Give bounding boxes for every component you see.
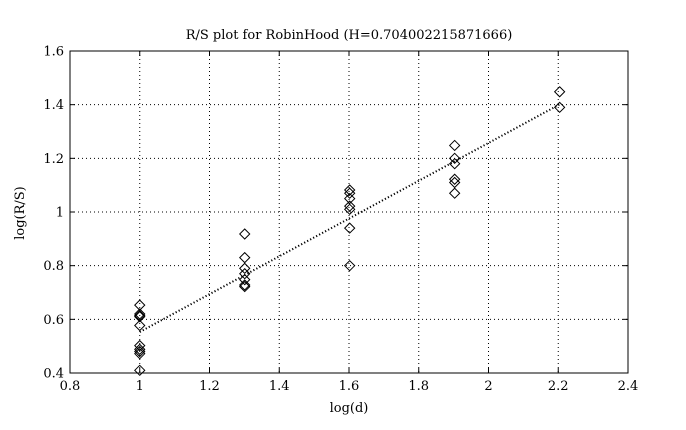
data-point-diamond xyxy=(448,173,461,185)
x-tick-label: 0.8 xyxy=(60,379,81,394)
data-point-diamond xyxy=(343,259,356,272)
data-point-diamond xyxy=(448,139,461,152)
data-point-diamond xyxy=(448,157,461,170)
data-point-diamond xyxy=(448,152,461,165)
data-point-diamond xyxy=(134,310,146,323)
data-point-diamond xyxy=(343,200,356,212)
data-point-diamond xyxy=(239,268,251,280)
data-point-diamond xyxy=(134,343,146,356)
x-tick-label: 2 xyxy=(484,379,492,394)
y-tick-label: 1.2 xyxy=(43,152,64,167)
data-points-group xyxy=(134,86,566,377)
y-axis-title: log(R/S) xyxy=(13,186,28,240)
data-point-diamond xyxy=(239,280,251,293)
data-point-diamond xyxy=(239,279,251,291)
data-point-diamond xyxy=(239,251,251,264)
chart-title: R/S plot for RobinHood (H=0.704002215871… xyxy=(186,28,513,43)
x-tick-label: 1 xyxy=(136,379,144,394)
data-point-diamond xyxy=(134,308,146,320)
fit-line-group xyxy=(139,103,561,333)
x-tick-label: 2.4 xyxy=(618,379,639,394)
data-point-diamond xyxy=(239,262,251,275)
y-tick-label: 0.6 xyxy=(43,313,64,328)
grid-lines xyxy=(70,51,628,373)
x-tick-label: 1.6 xyxy=(339,379,360,394)
data-point-diamond xyxy=(134,339,146,352)
data-point-diamond xyxy=(343,222,356,234)
x-tick-label: 1.2 xyxy=(199,379,220,394)
data-point-diamond xyxy=(553,101,566,114)
data-point-diamond xyxy=(239,228,251,240)
axis-ticks xyxy=(69,50,629,374)
data-point-diamond xyxy=(134,364,146,377)
data-point-diamond xyxy=(343,192,356,205)
data-point-diamond xyxy=(134,319,146,332)
y-tick-label: 1 xyxy=(56,206,64,221)
data-point-diamond xyxy=(448,176,461,189)
x-axis-title: log(d) xyxy=(330,401,369,416)
x-tick-label: 1.4 xyxy=(269,379,290,394)
x-tick-label: 1.8 xyxy=(408,379,429,394)
fit-line xyxy=(139,103,561,333)
data-point-diamond xyxy=(448,187,461,199)
data-point-diamond xyxy=(343,187,356,199)
x-tick-labels: 0.8 1 1.2 1.4 1.6 1.8 2 2.2 2.4 xyxy=(60,379,639,394)
data-point-diamond xyxy=(239,273,251,286)
data-point-diamond xyxy=(134,347,146,360)
data-point-diamond xyxy=(343,184,356,196)
y-tick-labels: 0.4 0.6 0.8 1 1.2 1.4 1.6 xyxy=(43,45,64,382)
y-tick-label: 0.8 xyxy=(43,259,64,274)
data-point-diamond xyxy=(553,86,566,98)
y-tick-label: 0.4 xyxy=(43,367,64,382)
data-point-diamond xyxy=(343,203,356,216)
y-tick-label: 1.6 xyxy=(43,45,64,60)
data-point-diamond xyxy=(134,345,146,358)
y-tick-label: 1.4 xyxy=(43,98,64,113)
x-tick-label: 2.2 xyxy=(548,379,569,394)
